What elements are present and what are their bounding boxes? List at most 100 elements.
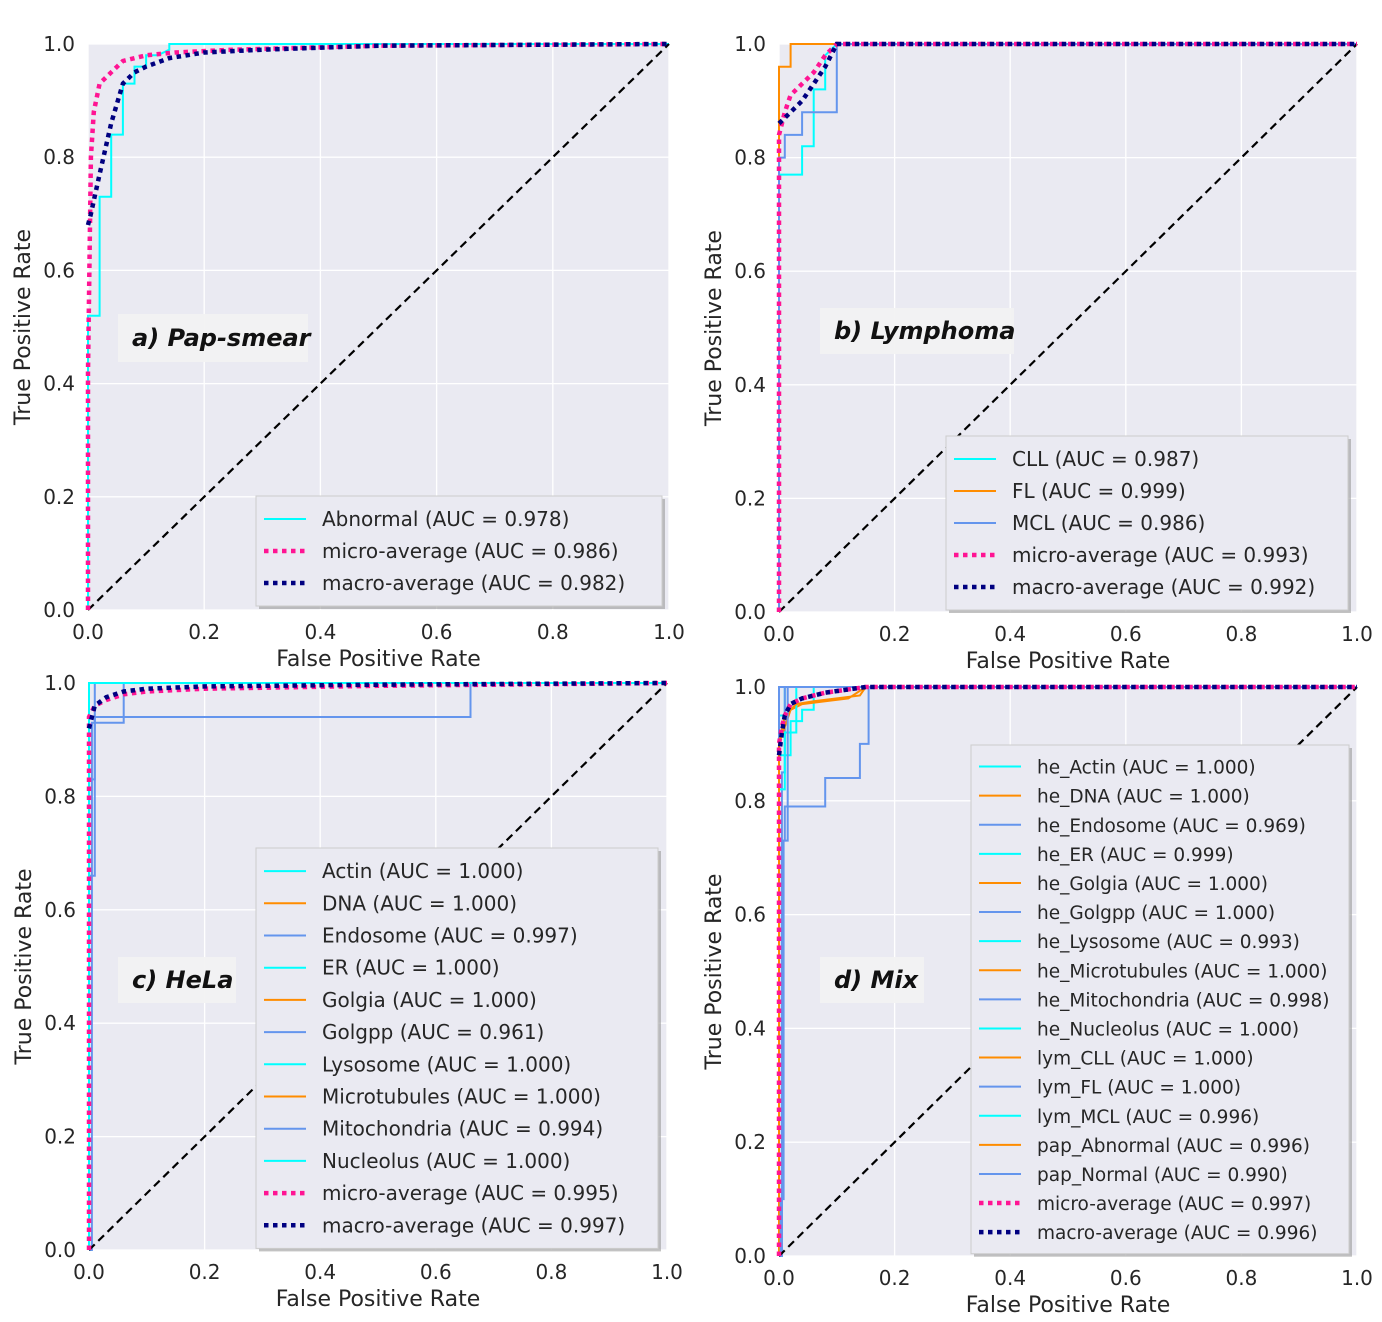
panel-title-text: c) HeLa [132,966,233,994]
y-axis-label: True Positive Rate [702,230,727,427]
y-tick-label: 0.4 [43,372,75,396]
legend-entry: he_DNA (AUC = 1.000) [1037,787,1250,808]
legend-frame [255,495,663,607]
legend-entry: micro-average (AUC = 0.986) [322,539,619,563]
y-tick-label: 0.2 [734,1130,766,1154]
legend-entry: Nucleolus (AUC = 1.000) [322,1149,570,1173]
legend-entry: macro-average (AUC = 0.992) [1012,575,1315,599]
y-tick-label: 0.2 [44,1125,76,1149]
legend-entry: Actin (AUC = 1.000) [322,859,523,883]
legend-entry: pap_Normal (AUC = 0.990) [1037,1165,1288,1186]
legend-entry: Lysosome (AUC = 1.000) [322,1052,571,1076]
y-tick-label: 0.0 [734,1244,766,1268]
chance-diagonal-line [87,43,670,611]
x-tick-label: 0.4 [304,620,336,644]
series-group [776,684,1358,1257]
x-tick-label: 0.2 [879,1266,911,1290]
legend-frame [255,847,659,1249]
roc-panel-1: 0.0 0.2 0.4 0.6 0.8 1.0 0.0 0.2 0.4 0.6 0.8 1.0 Fals… [11,32,685,672]
legend-entry: macro-average (AUC = 0.997) [322,1213,625,1237]
y-axis-label: True Positive Rate [12,869,37,1066]
x-tick-label: 0.0 [763,1266,795,1290]
legend-entry: FL (AUC = 0.999) [1012,479,1186,503]
x-axis-label: False Positive Rate [966,649,1170,674]
x-tick-label: 0.4 [304,1260,336,1284]
x-tick-label: 1.0 [1341,1266,1373,1290]
x-tick-label: 0.0 [73,1260,105,1284]
y-tick-label: 1.0 [44,671,76,695]
x-axis-label: False Positive Rate [276,1287,480,1312]
roc-panel-4: 0.0 0.2 0.4 0.6 0.8 1.0 0.0 0.2 0.4 0.6 0.8 1.0 Fals… [702,675,1373,1318]
legend-frame [970,744,1350,1255]
legend-entry: Abnormal (AUC = 0.978) [322,507,569,531]
panel-title: b) Lymphoma [820,308,1015,354]
x-tick-label: 1.0 [651,1260,683,1284]
legend-entry: he_Actin (AUC = 1.000) [1037,758,1256,779]
panel-title-text: d) Mix [834,966,920,994]
legend-entry: Mitochondria (AUC = 0.994) [322,1117,603,1141]
series-group [85,41,670,611]
roc-curve-3 [776,41,1357,612]
legend-entry: he_Endosome (AUC = 0.969) [1037,816,1306,837]
legend-entry: lym_CLL (AUC = 1.000) [1037,1049,1254,1070]
legend-entry: Endosome (AUC = 0.997) [322,924,578,948]
legend-entry: lym_MCL (AUC = 0.996) [1037,1107,1259,1128]
x-tick-label: 0.0 [72,620,104,644]
roc-curve-10 [86,680,668,1250]
y-tick-label: 0.4 [44,1011,76,1035]
legend-entry: Golgpp (AUC = 0.961) [322,1020,544,1044]
x-tick-label: 0.2 [188,620,220,644]
legend: Actin (AUC = 1.000) DNA (AUC = 1.000) Endo… [255,847,661,1252]
panel-title: a) Pap-smear [118,314,313,362]
x-tick-label: 0.8 [537,620,569,644]
roc-curve-4 [777,41,1357,126]
roc-panel-3: 0.0 0.2 0.4 0.6 0.8 1.0 0.0 0.2 0.4 0.6 0.8 1.0 Fals… [12,671,683,1312]
legend-entry: macro-average (AUC = 0.982) [322,571,625,595]
roc-panel-2: 0.0 0.2 0.4 0.6 0.8 1.0 0.0 0.2 0.4 0.6 0.8 1.0 Fals… [702,32,1373,674]
legend-entry: micro-average (AUC = 0.997) [1037,1194,1311,1215]
y-tick-label: 1.0 [734,32,766,56]
x-tick-label: 0.8 [535,1260,567,1284]
x-tick-label: 0.6 [1110,1266,1142,1290]
legend-entry: he_Mitochondria (AUC = 0.998) [1037,990,1329,1011]
y-axis-label: True Positive Rate [702,874,727,1071]
y-tick-label: 0.6 [44,898,76,922]
legend-entry: Golgia (AUC = 1.000) [322,988,537,1012]
legend-entry: lym_FL (AUC = 1.000) [1037,1078,1241,1099]
chance-diagonal-line [778,43,1358,613]
legend-entry: he_Microtubules (AUC = 1.000) [1037,961,1327,982]
x-axis-label: False Positive Rate [966,1293,1170,1318]
x-tick-label: 0.8 [1225,1266,1257,1290]
y-tick-label: 0.0 [43,598,75,622]
roc-curve-2 [85,41,670,226]
legend-entry: he_Nucleolus (AUC = 1.000) [1037,1019,1299,1040]
legend-entry: he_Golgpp (AUC = 1.000) [1037,903,1275,924]
y-tick-label: 0.6 [734,903,766,927]
panel-title-text: a) Pap-smear [132,324,313,352]
y-tick-label: 1.0 [734,675,766,699]
x-tick-label: 0.2 [189,1260,221,1284]
y-axis-label: True Positive Rate [11,229,36,426]
x-tick-label: 0.6 [1110,622,1142,646]
panel-title-text: b) Lymphoma [834,317,1015,345]
y-tick-label: 0.8 [734,146,766,170]
x-tick-label: 0.6 [420,1260,452,1284]
panel-title: d) Mix [820,957,924,1003]
x-tick-label: 1.0 [1341,622,1373,646]
legend-entry: CLL (AUC = 0.987) [1012,447,1199,471]
y-tick-label: 0.6 [734,259,766,283]
legend-entry: micro-average (AUC = 0.993) [1012,543,1309,567]
legend: he_Actin (AUC = 1.000) he_DNA (AUC = 1.00… [970,744,1352,1257]
y-tick-label: 0.8 [734,789,766,813]
legend-entry: micro-average (AUC = 0.995) [322,1181,619,1205]
y-tick-label: 0.8 [44,784,76,808]
y-tick-label: 1.0 [43,32,75,56]
y-tick-label: 0.4 [734,373,766,397]
legend-entry: pap_Abnormal (AUC = 0.996) [1037,1136,1310,1157]
series-group [776,41,1358,613]
x-tick-label: 0.4 [994,622,1026,646]
y-tick-label: 0.2 [43,485,75,509]
legend-entry: MCL (AUC = 0.986) [1012,511,1205,535]
x-tick-label: 1.0 [653,620,685,644]
